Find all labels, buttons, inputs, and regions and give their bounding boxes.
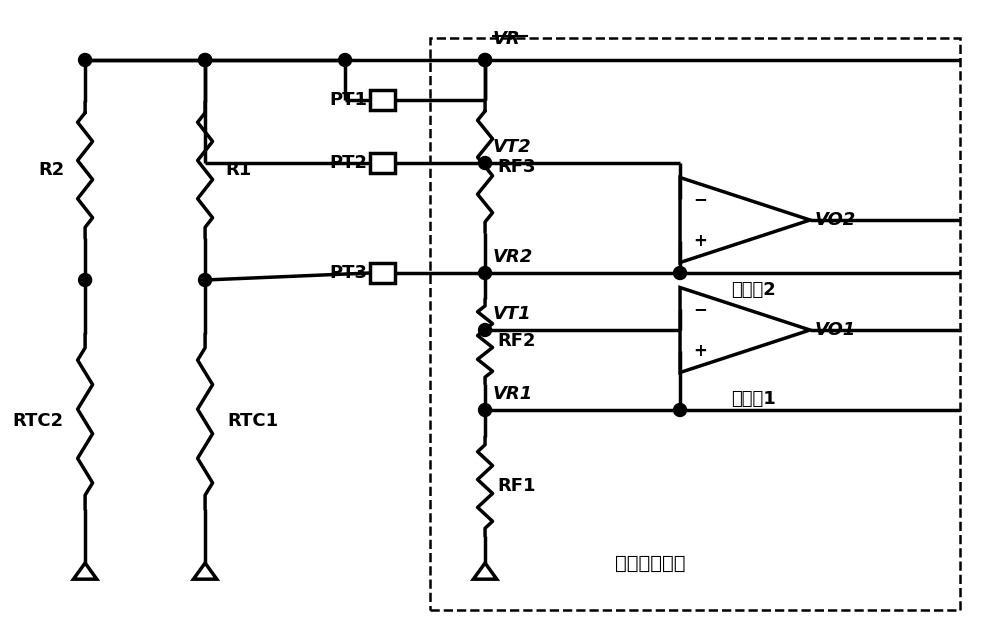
Text: R1: R1 [225,161,251,179]
Circle shape [479,53,492,67]
Bar [370,263,395,283]
Text: VO2: VO2 [815,211,856,229]
Circle shape [479,156,492,170]
Circle shape [339,53,352,67]
Text: 比较器1: 比较器1 [731,391,775,408]
Circle shape [79,53,92,67]
Text: RTC2: RTC2 [12,413,63,431]
Text: RF1: RF1 [497,478,536,495]
Circle shape [479,323,492,337]
Bar [370,90,395,110]
Text: VO1: VO1 [815,321,856,339]
Text: +: + [693,342,707,360]
Bar [430,38,960,610]
Text: PT1: PT1 [330,91,368,109]
Bar [370,153,395,173]
Text: VR2: VR2 [493,248,533,266]
Text: PT2: PT2 [330,154,368,172]
Text: VR1: VR1 [493,385,533,403]
Text: RF3: RF3 [497,157,536,175]
Circle shape [674,403,687,417]
Text: −: − [693,300,707,318]
Text: VT2: VT2 [493,138,532,156]
Text: PT3: PT3 [330,264,368,282]
Circle shape [479,267,492,279]
Circle shape [199,274,212,286]
Circle shape [199,53,212,67]
Circle shape [674,267,687,279]
Text: −: − [693,190,707,208]
Text: VT1: VT1 [493,305,532,323]
Circle shape [479,53,492,67]
Text: R2: R2 [39,161,65,179]
Text: 芯片内部电路: 芯片内部电路 [615,554,685,573]
Text: VR: VR [493,30,521,48]
Circle shape [199,53,212,67]
Text: RF2: RF2 [497,333,536,351]
Text: 比较器2: 比较器2 [731,281,775,298]
Text: RTC1: RTC1 [227,413,278,431]
Text: +: + [693,232,707,250]
Circle shape [79,274,92,286]
Circle shape [479,403,492,417]
